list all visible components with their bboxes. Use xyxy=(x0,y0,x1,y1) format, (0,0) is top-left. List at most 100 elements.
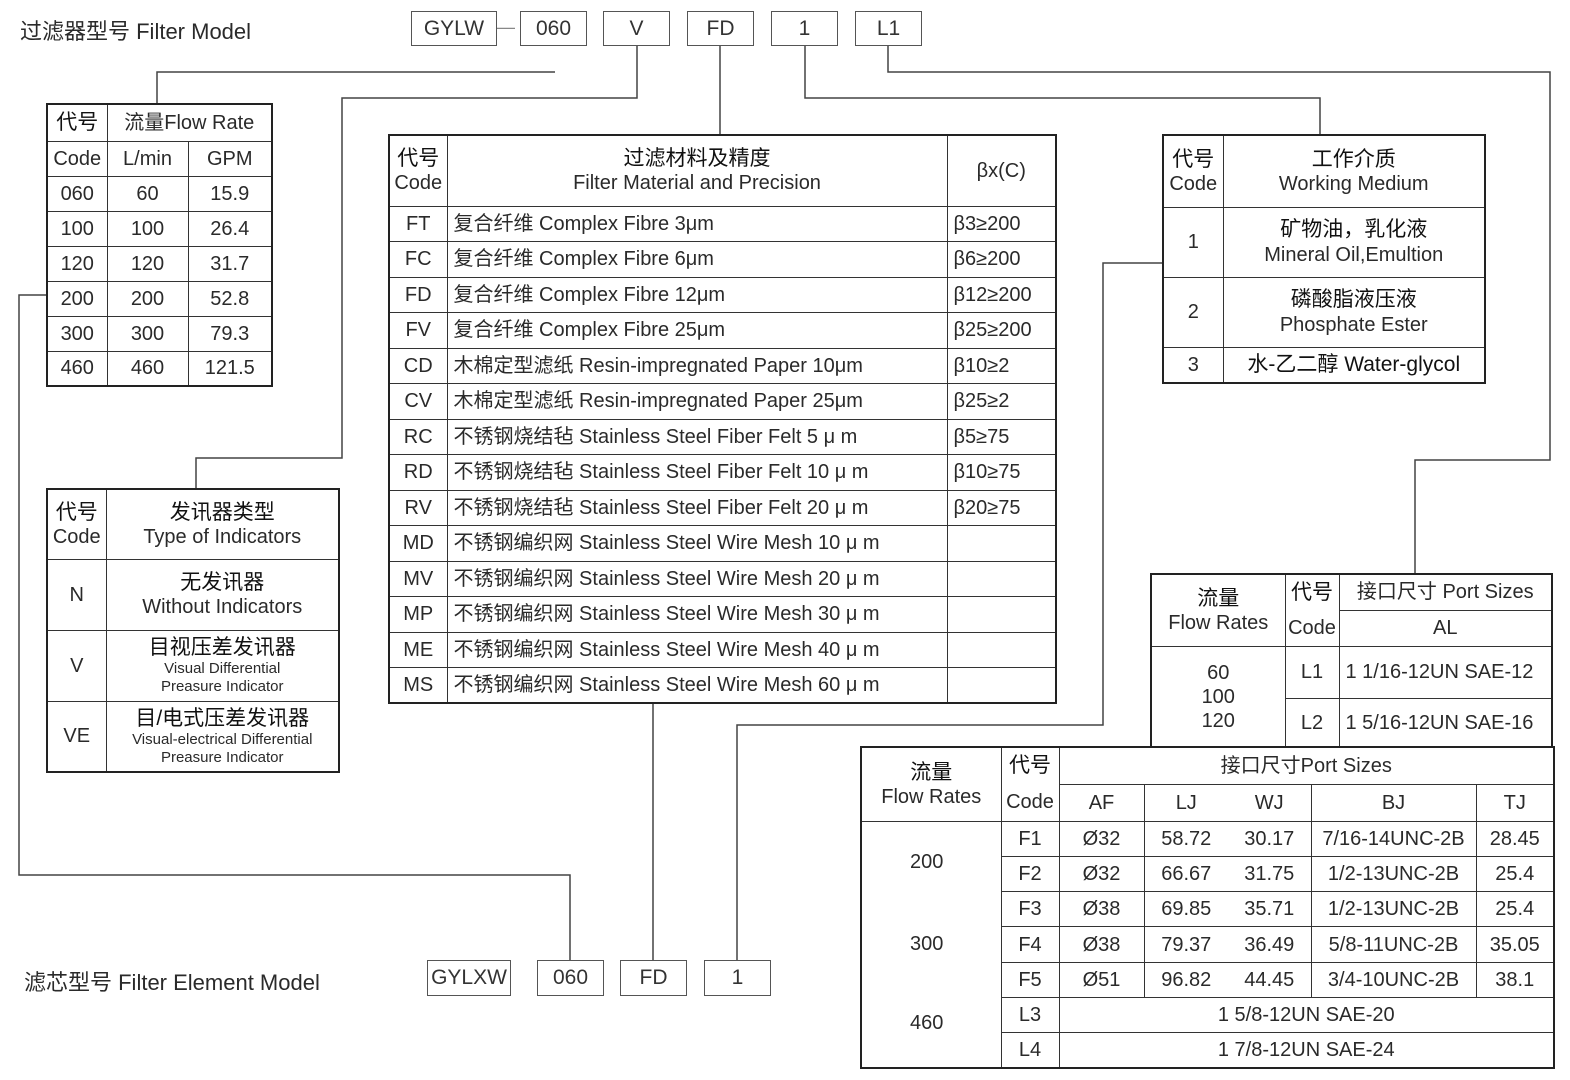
medium-desc-cn: 磷酸脂液压液 xyxy=(1290,288,1417,312)
flow-cell-lmin: 300 xyxy=(106,315,189,352)
table-row: 460 460 121.5 xyxy=(46,350,273,387)
port2-col-tj: TJ xyxy=(1475,783,1555,822)
model-code-flow: 060 xyxy=(520,11,587,46)
material-desc: 不锈钢编织网 Stainless Steel Wire Mesh 30 μ m xyxy=(446,596,948,633)
medium-desc-en: Phosphate Ester xyxy=(1279,313,1428,336)
port2-cell-code: F2 xyxy=(1000,855,1060,893)
flow-header-unit-lmin: L/min xyxy=(106,140,189,177)
port1-header-flow-en: Flow Rates xyxy=(1168,611,1269,634)
material-desc: 复合纤维 Complex Fibre 3μm xyxy=(446,205,948,242)
indicator-desc-cn: 目视压差发讯器 xyxy=(148,635,296,659)
material-header-material-cn: 过滤材料及精度 xyxy=(623,147,771,171)
material-header-beta: βx(C) xyxy=(946,134,1057,207)
port2-cell-bj: 1/2-13UNC-2B xyxy=(1310,891,1477,928)
table-row: CV 木棉定型滤纸 Resin-impregnated Paper 25μm β25… xyxy=(388,383,1057,420)
indicator-code: V xyxy=(46,629,107,702)
medium-desc-cn: 矿物油，乳化液 xyxy=(1280,218,1428,242)
table-row: MV 不锈钢编织网 Stainless Steel Wire Mesh 20 μ … xyxy=(388,560,1057,597)
material-desc: 不锈钢烧结毡 Stainless Steel Fiber Felt 20 μ m xyxy=(446,489,948,526)
port2-cell-code: F3 xyxy=(1000,891,1060,928)
material-beta xyxy=(946,667,1057,704)
indicator-header-code-en: Code xyxy=(52,525,101,548)
port2-cell-wj: 44.45 xyxy=(1228,961,1312,998)
table-row: 100 100 26.4 xyxy=(46,210,273,247)
model-separator: — xyxy=(497,17,515,37)
material-beta: β10≥2 xyxy=(946,347,1057,384)
table-row: L3 1 5/8-12UN SAE-20 xyxy=(861,996,1555,1034)
port2-cell-tj: 25.4 xyxy=(1475,891,1555,928)
material-code: MP xyxy=(388,596,448,633)
model-code-indicator: V xyxy=(603,11,670,46)
port2-flow-column xyxy=(860,820,1002,1069)
working-medium-table: 代号 Code 工作介质 Working Medium 1 矿物油，乳化液 Minera… xyxy=(1162,134,1486,384)
port2-cell-wj: 30.17 xyxy=(1228,820,1312,857)
material-desc: 复合纤维 Complex Fibre 25μm xyxy=(446,312,948,349)
port2-col-wj: WJ xyxy=(1228,783,1312,822)
port2-col-bj: BJ xyxy=(1310,783,1477,822)
port1-flow-60: 60 xyxy=(1207,661,1230,684)
indicator-desc: 目视压差发讯器 Visual Differential Preasure Indic… xyxy=(105,629,340,702)
port1-header-port: 接口尺寸 Port Sizes xyxy=(1338,573,1553,611)
material-desc: 不锈钢烧结毡 Stainless Steel Fiber Felt 10 μ m xyxy=(446,454,948,491)
table-row: RD 不锈钢烧结毡 Stainless Steel Fiber Felt 10 μ… xyxy=(388,454,1057,491)
material-header-code-en: Code xyxy=(394,172,443,195)
material-code: MV xyxy=(388,560,448,597)
port2-cell-af: Ø32 xyxy=(1058,820,1145,857)
medium-header-code-en: Code xyxy=(1169,172,1218,195)
port2-cell-af: Ø32 xyxy=(1058,855,1145,893)
port2-col-lj: LJ xyxy=(1143,783,1228,822)
material-desc: 木棉定型滤纸 Resin-impregnated Paper 10μm xyxy=(446,347,948,384)
medium-desc-cn: 水-乙二醇 Water-glycol xyxy=(1247,353,1461,377)
material-desc: 不锈钢编织网 Stainless Steel Wire Mesh 10 μ m xyxy=(446,525,948,562)
flow-cell-gpm: 31.7 xyxy=(187,245,273,282)
medium-desc: 磷酸脂液压液 Phosphate Ester xyxy=(1222,276,1486,348)
material-beta xyxy=(946,596,1057,633)
flow-cell-lmin: 200 xyxy=(106,280,189,317)
filter-material-table: 代号 Code 过滤材料及精度 Filter Material and Precis… xyxy=(388,134,1057,704)
port2-cell-tj: 28.45 xyxy=(1475,820,1555,857)
table-row: N 无发讯器 Without Indicators xyxy=(46,558,340,631)
port2-cell-bj: 7/16-14UNC-2B xyxy=(1310,820,1477,857)
material-beta xyxy=(946,525,1057,562)
material-beta: β12≥200 xyxy=(946,276,1057,313)
table-row: 060 60 15.9 xyxy=(46,175,273,212)
port2-header-flow-cn: 流量 xyxy=(910,760,953,784)
table-row: 2 磷酸脂液压液 Phosphate Ester xyxy=(1162,276,1486,348)
material-header-code: 代号 Code xyxy=(388,134,448,207)
table-row: 300 300 79.3 xyxy=(46,315,273,352)
material-desc: 复合纤维 Complex Fibre 12μm xyxy=(446,276,948,313)
port1-header-code-cn: 代号 xyxy=(1284,573,1340,610)
material-code: RC xyxy=(388,418,448,455)
model-code-material: FD xyxy=(687,11,754,46)
material-code: FC xyxy=(388,241,448,278)
port2-flow-300: 300 xyxy=(910,933,944,955)
medium-desc: 水-乙二醇 Water-glycol xyxy=(1222,346,1486,384)
element-model-title: 滤芯型号 Filter Element Model xyxy=(24,970,320,995)
indicator-desc-cn: 无发讯器 xyxy=(180,570,265,594)
indicator-code: VE xyxy=(46,700,107,773)
port1-size-l1: 1 1/16-12UN SAE-12 xyxy=(1338,645,1553,699)
medium-code: 1 xyxy=(1162,206,1224,278)
flow-rate-table: 代号 流量Flow Rate Code L/min GPM 060 60 15.9 100 1… xyxy=(46,103,273,387)
port2-cell-lj: 66.67 xyxy=(1143,855,1228,893)
table-row: FT 复合纤维 Complex Fibre 3μm β3≥200 xyxy=(388,205,1057,242)
element-code-flow: 060 xyxy=(537,960,604,996)
flow-cell-code: 300 xyxy=(46,315,108,352)
table-row: CD 木棉定型滤纸 Resin-impregnated Paper 10μm β10… xyxy=(388,347,1057,384)
table-row: MP 不锈钢编织网 Stainless Steel Wire Mesh 30 μ … xyxy=(388,596,1057,633)
medium-code: 2 xyxy=(1162,276,1224,348)
material-code: FD xyxy=(388,276,448,313)
material-desc: 不锈钢编织网 Stainless Steel Wire Mesh 40 μ m xyxy=(446,631,948,668)
element-code-material: FD xyxy=(620,960,687,996)
table-row: MD 不锈钢编织网 Stainless Steel Wire Mesh 10 μ … xyxy=(388,525,1057,562)
material-beta xyxy=(946,631,1057,668)
flow-header-label: 流量Flow Rate xyxy=(106,103,273,142)
port2-header-code-cn: 代号 xyxy=(1000,746,1060,784)
port1-code-l2: L2 xyxy=(1284,697,1340,749)
flow-cell-gpm: 26.4 xyxy=(187,210,273,247)
port1-flow-120: 120 xyxy=(1201,709,1235,732)
table-row: 200 200 52.8 xyxy=(46,280,273,317)
material-code: FT xyxy=(388,205,448,242)
indicator-desc: 目/电式压差发讯器 Visual-electrical Differential P… xyxy=(105,700,340,773)
